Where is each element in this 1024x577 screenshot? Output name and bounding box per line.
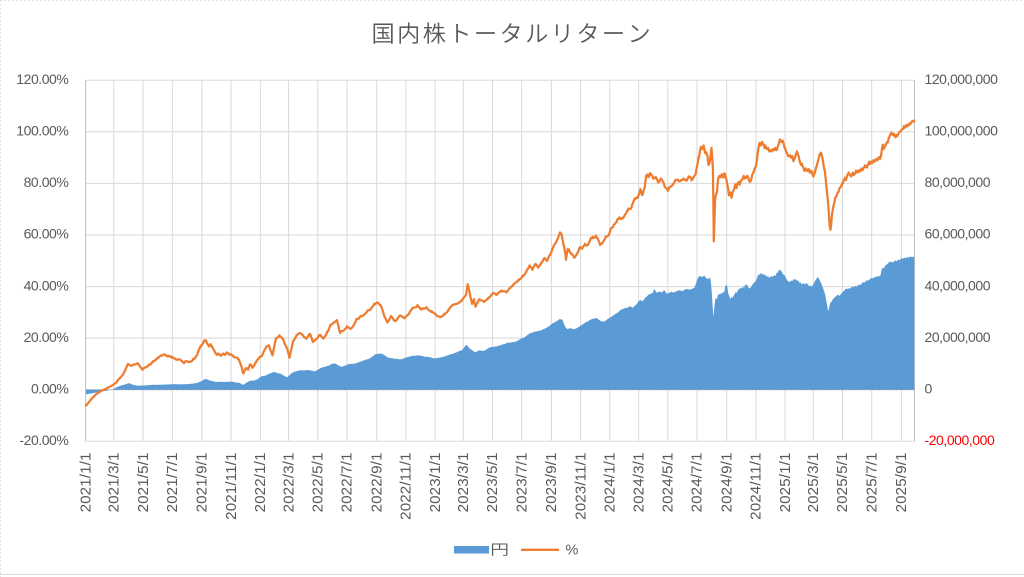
- svg-text:2025/5/1: 2025/5/1: [834, 453, 851, 513]
- svg-text:20,000,000: 20,000,000: [925, 329, 991, 345]
- svg-text:2025/3/1: 2025/3/1: [805, 453, 822, 513]
- svg-text:2021/11/1: 2021/11/1: [223, 453, 240, 520]
- svg-text:2021/3/1: 2021/3/1: [106, 453, 123, 513]
- svg-text:0.00%: 0.00%: [31, 380, 68, 396]
- svg-text:120,000,000: 120,000,000: [925, 71, 999, 87]
- svg-text:40.00%: 40.00%: [24, 277, 69, 293]
- svg-text:2024/11/1: 2024/11/1: [748, 453, 765, 520]
- svg-text:2024/9/1: 2024/9/1: [718, 453, 735, 513]
- svg-text:2021/7/1: 2021/7/1: [164, 453, 181, 513]
- svg-text:2025/7/1: 2025/7/1: [863, 453, 880, 513]
- svg-text:120.00%: 120.00%: [16, 71, 68, 87]
- svg-text:2024/1/1: 2024/1/1: [602, 453, 619, 513]
- svg-text:2021/5/1: 2021/5/1: [135, 453, 152, 513]
- svg-text:2025/1/1: 2025/1/1: [777, 453, 794, 513]
- svg-text:100.00%: 100.00%: [16, 123, 68, 139]
- svg-text:40,000,000: 40,000,000: [925, 277, 991, 293]
- svg-text:2023/9/1: 2023/9/1: [543, 453, 560, 513]
- svg-text:80,000,000: 80,000,000: [925, 174, 991, 190]
- svg-text:2023/5/1: 2023/5/1: [484, 453, 501, 513]
- svg-text:2022/9/1: 2022/9/1: [368, 453, 385, 513]
- svg-text:2023/7/1: 2023/7/1: [513, 453, 530, 513]
- svg-text:2023/11/1: 2023/11/1: [572, 453, 589, 520]
- svg-text:2024/7/1: 2024/7/1: [689, 453, 706, 513]
- svg-text:2022/1/1: 2022/1/1: [252, 453, 269, 513]
- svg-text:2023/1/1: 2023/1/1: [427, 453, 444, 513]
- svg-text:0: 0: [925, 380, 933, 396]
- svg-text:2021/9/1: 2021/9/1: [194, 453, 211, 513]
- svg-text:2022/5/1: 2022/5/1: [310, 453, 327, 513]
- svg-text:-20.00%: -20.00%: [19, 432, 68, 448]
- svg-text:2021/1/1: 2021/1/1: [77, 453, 94, 513]
- svg-text:2024/5/1: 2024/5/1: [660, 453, 677, 513]
- svg-text:2022/11/1: 2022/11/1: [398, 453, 415, 520]
- svg-text:2022/3/1: 2022/3/1: [280, 453, 297, 513]
- svg-text:60.00%: 60.00%: [24, 226, 69, 242]
- svg-text:%: %: [566, 542, 579, 558]
- svg-text:100,000,000: 100,000,000: [925, 123, 999, 139]
- svg-text:2024/3/1: 2024/3/1: [630, 453, 647, 513]
- svg-text:2023/3/1: 2023/3/1: [455, 453, 472, 513]
- svg-text:80.00%: 80.00%: [24, 174, 69, 190]
- svg-text:60,000,000: 60,000,000: [925, 226, 991, 242]
- svg-text:-20,000,000: -20,000,000: [925, 432, 995, 448]
- svg-text:2022/7/1: 2022/7/1: [339, 453, 356, 513]
- svg-text:20.00%: 20.00%: [24, 329, 69, 345]
- svg-text:2025/9/1: 2025/9/1: [893, 453, 910, 513]
